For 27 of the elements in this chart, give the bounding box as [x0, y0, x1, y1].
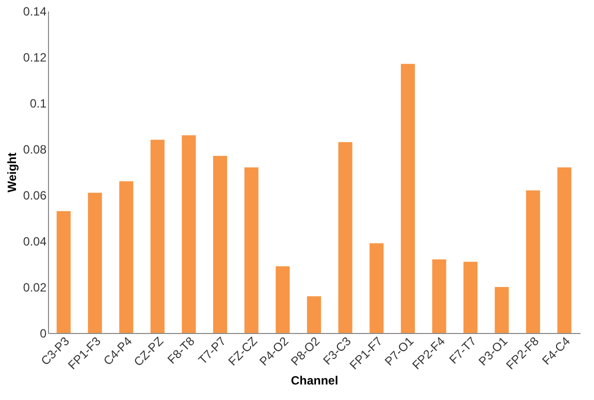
bar — [494, 287, 509, 333]
y-tick-label: 0.1 — [30, 96, 47, 110]
bar — [244, 167, 258, 333]
y-tick-label: 0.02 — [23, 280, 47, 294]
y-tick-label: 0.08 — [23, 142, 47, 156]
y-tick-label: 0 — [40, 326, 47, 340]
bar — [276, 266, 290, 333]
bar — [88, 192, 102, 333]
bar — [432, 259, 446, 333]
x-axis-title: Channel — [290, 374, 338, 388]
y-tick-label: 0.04 — [23, 234, 47, 248]
bar — [213, 156, 228, 333]
bar — [56, 211, 71, 333]
bar — [338, 142, 352, 333]
y-tick-label: 0.06 — [23, 188, 47, 202]
bar — [463, 262, 478, 333]
bar — [370, 243, 384, 333]
y-tick-label: 0.12 — [23, 50, 47, 64]
bar — [307, 296, 321, 333]
y-tick-label: 0.14 — [23, 4, 47, 18]
bar — [400, 64, 415, 333]
bar — [182, 135, 196, 333]
bar — [119, 181, 134, 333]
y-axis-title: Weight — [5, 152, 20, 192]
bar — [150, 140, 165, 333]
bar — [526, 190, 540, 333]
bar — [557, 167, 572, 333]
